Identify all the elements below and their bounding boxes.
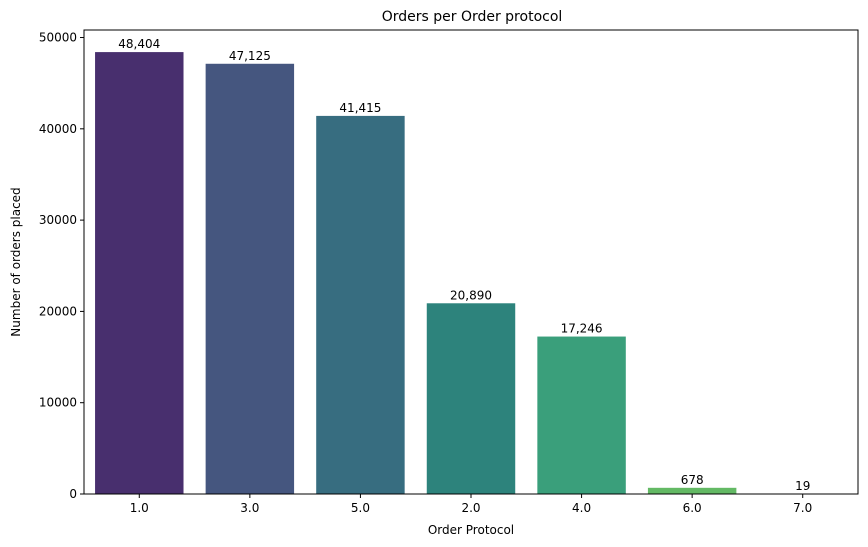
bar: [647, 487, 737, 494]
bar-value-label: 47,125: [229, 49, 271, 63]
bar: [95, 52, 184, 494]
chart-title: Orders per Order protocol: [382, 9, 563, 25]
bar-value-label: 41,415: [339, 101, 381, 115]
y-axis: 0 10000 20000 30000 40000 50000: [39, 31, 84, 501]
bar-value-label: 48,404: [118, 37, 160, 51]
x-tick-label: 1.0: [130, 501, 149, 515]
bar: [205, 63, 295, 494]
y-axis-label: Number of orders placed: [9, 187, 23, 336]
y-tick-label: 30000: [39, 213, 77, 227]
bar-value-label: 17,246: [561, 322, 603, 336]
bars-layer: [95, 52, 847, 494]
bar-value-label: 20,890: [450, 288, 492, 302]
x-tick-label: 7.0: [793, 501, 812, 515]
x-tick-label: 5.0: [351, 501, 370, 515]
y-tick-label: 40000: [39, 122, 77, 136]
x-tick-label: 3.0: [240, 501, 259, 515]
x-tick-label: 4.0: [572, 501, 591, 515]
x-tick-label: 2.0: [461, 501, 480, 515]
bar: [426, 303, 516, 494]
y-tick-label: 50000: [39, 31, 77, 45]
bar: [316, 115, 405, 494]
x-axis-label: Order Protocol: [428, 523, 514, 537]
y-tick-label: 0: [69, 487, 77, 501]
plot-frame: [83, 29, 859, 495]
x-tick-label: 6.0: [683, 501, 702, 515]
bar-value-label: 678: [681, 473, 704, 487]
bar: [537, 336, 626, 494]
y-tick-label: 10000: [39, 396, 77, 410]
value-labels-layer: 48,404 47,125 41,415 20,890 17,246 678 19: [118, 37, 810, 493]
y-tick-label: 20000: [39, 304, 77, 318]
bar-value-label: 19: [795, 479, 810, 493]
x-axis: 1.0 3.0 5.0 2.0 4.0 6.0 7.0: [130, 494, 812, 515]
